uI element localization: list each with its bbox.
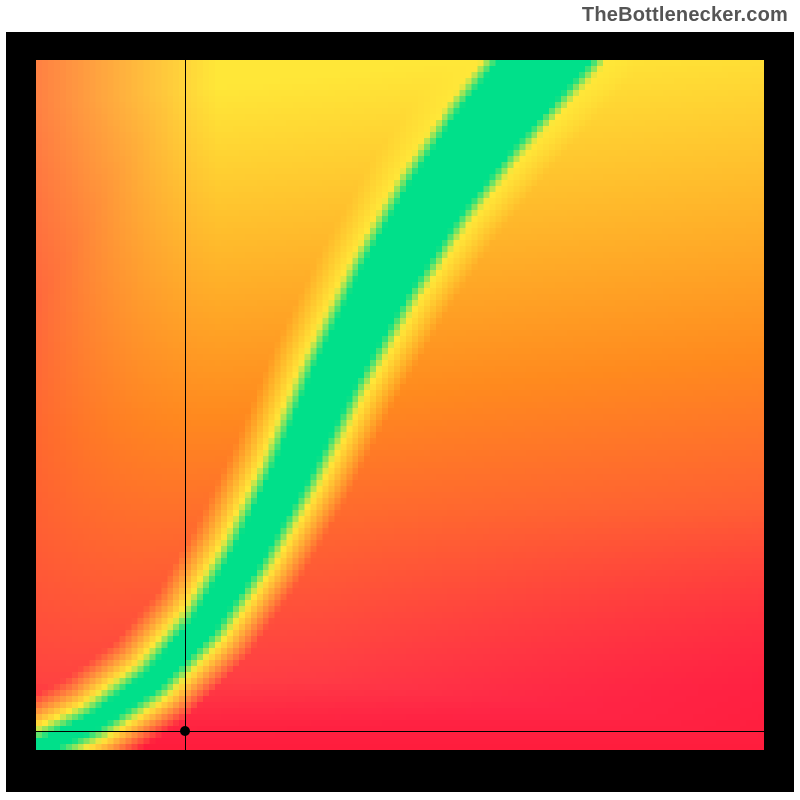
heatmap-canvas: [36, 60, 764, 750]
crosshair-vertical: [185, 60, 186, 750]
watermark-text: TheBottlenecker.com: [582, 4, 788, 27]
plot-area: [36, 60, 764, 750]
chart-frame: [6, 32, 794, 792]
crosshair-horizontal: [36, 731, 764, 732]
crosshair-point-marker: [180, 726, 190, 736]
